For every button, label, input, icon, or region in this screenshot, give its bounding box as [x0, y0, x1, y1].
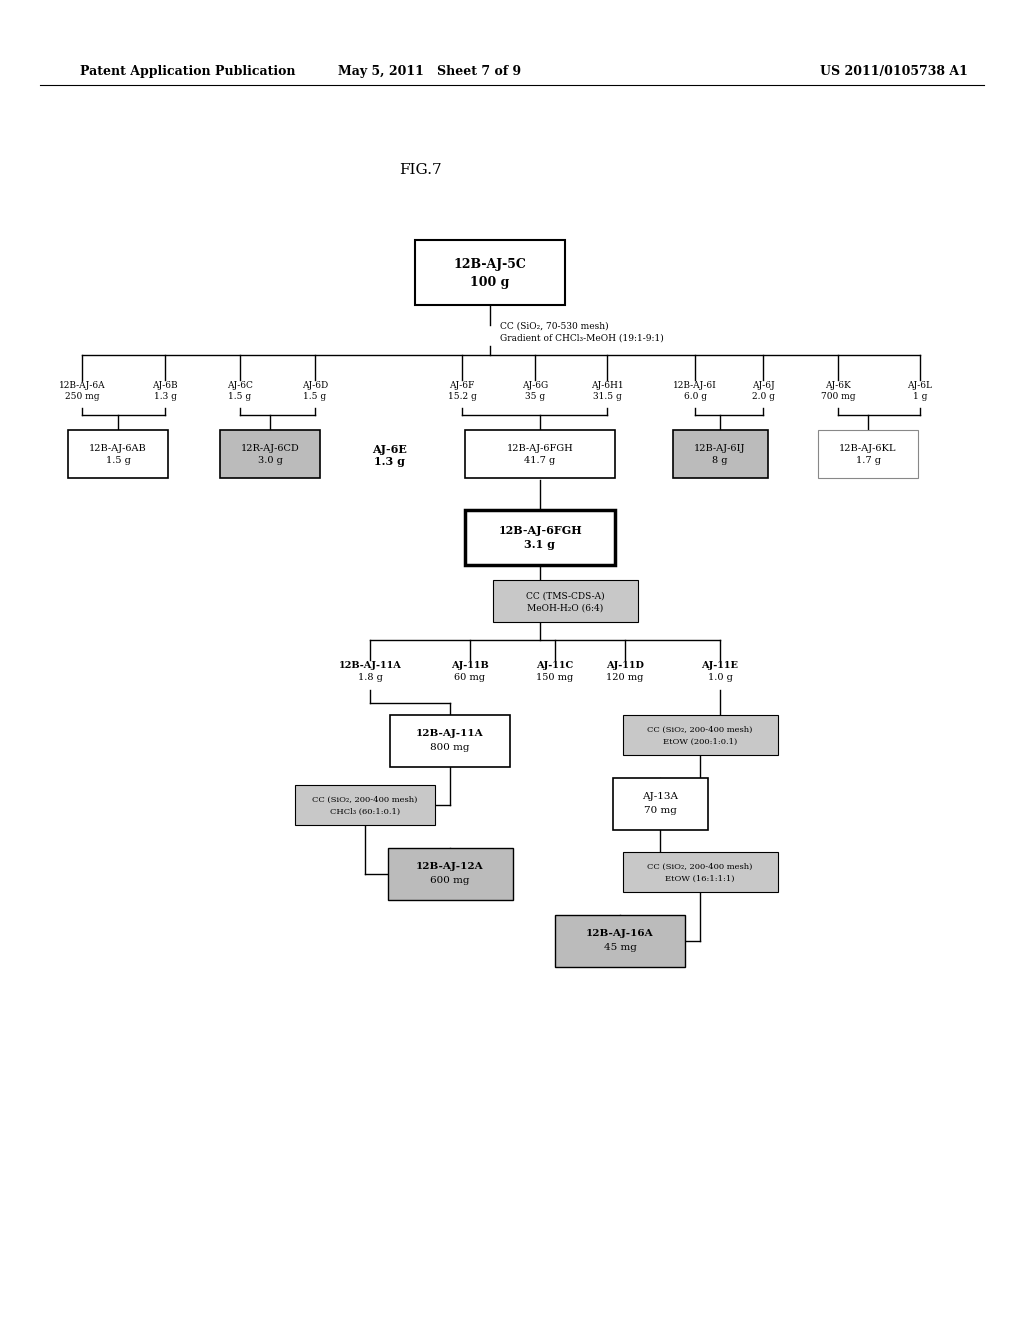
Bar — [415, 240, 565, 305]
Bar — [673, 430, 768, 478]
Text: 8 g: 8 g — [713, 455, 728, 465]
Text: EtOW (200:1:0.1): EtOW (200:1:0.1) — [663, 738, 737, 746]
Text: 12B-AJ-6IJ: 12B-AJ-6IJ — [694, 444, 745, 453]
Text: AJ-6G: AJ-6G — [522, 381, 548, 389]
Text: AJ-11C: AJ-11C — [537, 661, 573, 671]
Text: FIG.7: FIG.7 — [398, 162, 441, 177]
Text: AJ-6L: AJ-6L — [907, 381, 933, 389]
Text: 2.0 g: 2.0 g — [752, 392, 774, 401]
Text: 1.5 g: 1.5 g — [105, 455, 130, 465]
Text: 250 mg: 250 mg — [65, 392, 99, 401]
Bar — [295, 785, 435, 825]
Text: US 2011/0105738 A1: US 2011/0105738 A1 — [820, 66, 968, 78]
Text: 1.7 g: 1.7 g — [855, 455, 881, 465]
Text: 45 mg: 45 mg — [603, 942, 637, 952]
Text: May 5, 2011   Sheet 7 of 9: May 5, 2011 Sheet 7 of 9 — [339, 66, 521, 78]
Text: 60 mg: 60 mg — [455, 673, 485, 682]
Bar — [68, 430, 168, 478]
Text: AJ-6C: AJ-6C — [227, 381, 253, 389]
Text: 12B-AJ-6FGH: 12B-AJ-6FGH — [499, 525, 582, 536]
Text: 3.1 g: 3.1 g — [524, 539, 555, 550]
Text: AJ-6F: AJ-6F — [450, 381, 475, 389]
Text: 6.0 g: 6.0 g — [683, 392, 707, 401]
Text: AJ-11E: AJ-11E — [701, 661, 738, 671]
Text: CC (SiO₂, 200-400 mesh): CC (SiO₂, 200-400 mesh) — [647, 863, 753, 871]
Bar — [818, 430, 918, 478]
Text: AJ-6K: AJ-6K — [825, 381, 851, 389]
Text: 12B-AJ-11A: 12B-AJ-11A — [339, 661, 401, 671]
Bar — [390, 715, 510, 767]
Text: 150 mg: 150 mg — [537, 673, 573, 682]
Bar — [493, 579, 638, 622]
Text: 1.5 g: 1.5 g — [228, 392, 252, 401]
Text: MeOH-H₂O (6:4): MeOH-H₂O (6:4) — [527, 605, 603, 612]
Text: Patent Application Publication: Patent Application Publication — [80, 66, 296, 78]
Bar — [613, 777, 708, 830]
Text: 35 g: 35 g — [525, 392, 545, 401]
Text: 800 mg: 800 mg — [430, 743, 470, 752]
Bar — [623, 851, 778, 892]
Text: AJ-13A: AJ-13A — [642, 792, 678, 801]
Text: 12B-AJ-6FGH: 12B-AJ-6FGH — [507, 444, 573, 453]
Text: 41.7 g: 41.7 g — [524, 455, 556, 465]
Text: AJ-6E: AJ-6E — [373, 444, 408, 455]
Text: CC (SiO₂, 200-400 mesh): CC (SiO₂, 200-400 mesh) — [312, 796, 418, 804]
Text: 12B-AJ-6I: 12B-AJ-6I — [673, 381, 717, 389]
Text: 1.3 g: 1.3 g — [154, 392, 176, 401]
Text: 1.0 g: 1.0 g — [708, 673, 732, 682]
Text: 600 mg: 600 mg — [430, 876, 470, 884]
Text: 31.5 g: 31.5 g — [593, 392, 622, 401]
Text: Gradient of CHCl₃-MeOH (19:1-9:1): Gradient of CHCl₃-MeOH (19:1-9:1) — [500, 334, 664, 343]
Text: AJ-11D: AJ-11D — [606, 661, 644, 671]
Bar — [623, 715, 778, 755]
Text: 12B-AJ-11A: 12B-AJ-11A — [416, 729, 483, 738]
Text: 1.5 g: 1.5 g — [303, 392, 327, 401]
Bar — [220, 430, 319, 478]
Text: 70 mg: 70 mg — [643, 807, 677, 814]
Text: 12R-AJ-6CD: 12R-AJ-6CD — [241, 444, 299, 453]
Text: 12B-AJ-6AB: 12B-AJ-6AB — [89, 444, 146, 453]
Text: AJ-6J: AJ-6J — [752, 381, 774, 389]
Text: 12B-AJ-6KL: 12B-AJ-6KL — [840, 444, 897, 453]
Bar — [465, 510, 615, 565]
Bar — [555, 915, 685, 968]
Bar — [388, 847, 513, 900]
Text: AJ-6D: AJ-6D — [302, 381, 328, 389]
Text: AJ-6H1: AJ-6H1 — [591, 381, 624, 389]
Text: 12B-AJ-12A: 12B-AJ-12A — [416, 862, 483, 871]
Bar — [465, 430, 615, 478]
Text: 700 mg: 700 mg — [821, 392, 855, 401]
Text: 12B-AJ-6A: 12B-AJ-6A — [58, 381, 105, 389]
Text: AJ-11B: AJ-11B — [452, 661, 488, 671]
Text: 1.8 g: 1.8 g — [357, 673, 382, 682]
Text: 12B-AJ-5C: 12B-AJ-5C — [454, 257, 526, 271]
Text: 1 g: 1 g — [912, 392, 927, 401]
Text: CHCl₃ (60:1:0.1): CHCl₃ (60:1:0.1) — [330, 808, 400, 816]
Text: 100 g: 100 g — [470, 276, 510, 289]
Text: 12B-AJ-16A: 12B-AJ-16A — [586, 929, 653, 939]
Text: 15.2 g: 15.2 g — [447, 392, 476, 401]
Text: CC (SiO₂, 200-400 mesh): CC (SiO₂, 200-400 mesh) — [647, 726, 753, 734]
Text: CC (SiO₂, 70-530 mesh): CC (SiO₂, 70-530 mesh) — [500, 322, 608, 331]
Text: 120 mg: 120 mg — [606, 673, 644, 682]
Text: 1.3 g: 1.3 g — [375, 455, 406, 467]
Text: EtOW (16:1:1:1): EtOW (16:1:1:1) — [666, 875, 735, 883]
Text: CC (TMS-CDS-A): CC (TMS-CDS-A) — [525, 591, 604, 601]
Text: AJ-6B: AJ-6B — [153, 381, 178, 389]
Text: 3.0 g: 3.0 g — [258, 455, 283, 465]
